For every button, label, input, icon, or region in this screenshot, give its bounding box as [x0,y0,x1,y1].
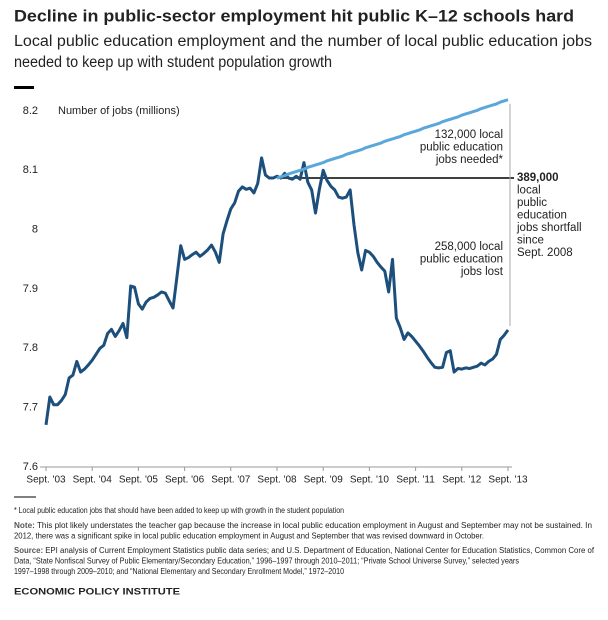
note-label: Note: [14,521,35,530]
annotation: 258,000 local [435,241,503,253]
y-tick-label: 7.9 [23,283,38,295]
note-line: This plot likely understates the teacher… [35,521,592,530]
x-tick-label: Sept. '04 [73,475,113,486]
y-tick-label: 7.6 [23,461,38,473]
annotation: jobs lost [460,266,504,278]
x-tick-label: Sept. '13 [488,475,528,486]
annotation: public education [420,142,503,154]
annotation: local [517,185,541,197]
source-line: 1997–1998 through 2009–2010; and “Nation… [14,567,344,576]
annotation: since [517,235,544,247]
note-text: Note: This plot likely understates the t… [14,521,592,530]
annotation: public education [420,254,503,266]
y-tick-label: 8 [32,224,38,236]
x-tick-label: Sept. '03 [26,475,66,486]
source-text: Source: EPI analysis of Current Employme… [14,546,595,555]
y-tick-label: 8.2 [23,105,38,117]
source-line: Data, “State Nonfiscal Survey of Public … [14,557,519,566]
annotation: jobs needed* [435,154,504,166]
source-text: Data, “State Nonfiscal Survey of Public … [14,557,519,566]
annotation: public [517,197,547,209]
x-tick-label: Sept. '07 [211,475,251,486]
y-tick-label: 8.1 [23,164,38,176]
data-line [276,98,509,180]
y-tick-label: 7.8 [23,342,38,354]
data-line [44,156,510,426]
note-text: 2012, there was a significant spike in l… [14,532,484,541]
x-tick-label: Sept. '09 [304,475,344,486]
publisher: ECONOMIC POLICY INSTITUTE [14,586,180,596]
annotation: jobs shortfall [516,222,582,234]
x-tick-label: Sept. '06 [165,475,205,486]
source-text: 1997–1998 through 2009–2010; and “Nation… [14,567,344,576]
note-line: 2012, there was a significant spike in l… [14,532,484,541]
footnote: * Local public education jobs that shoul… [14,506,344,515]
annotation: Sept. 2008 [517,247,573,259]
chart-subtitle: Local public education employment and th… [14,33,592,50]
y-axis-label: Number of jobs (millions) [58,105,180,117]
x-tick-label: Sept. '10 [350,475,390,486]
x-tick-label: Sept. '08 [257,475,297,486]
source-line: EPI analysis of Current Employment Stati… [43,546,595,555]
y-tick-label: 7.7 [23,402,38,414]
annotation: 132,000 local [435,129,503,141]
annotation: 389,000 [517,172,559,184]
chart-subtitle: needed to keep up with student populatio… [14,54,332,71]
source-label: Source: [14,546,43,555]
chart-title: Decline in public-sector employment hit … [14,6,574,25]
title-rule [14,86,34,89]
x-tick-label: Sept. '12 [442,475,482,486]
annotation: education [517,210,567,222]
x-tick-label: Sept. '05 [119,475,159,486]
x-tick-label: Sept. '11 [396,475,435,486]
